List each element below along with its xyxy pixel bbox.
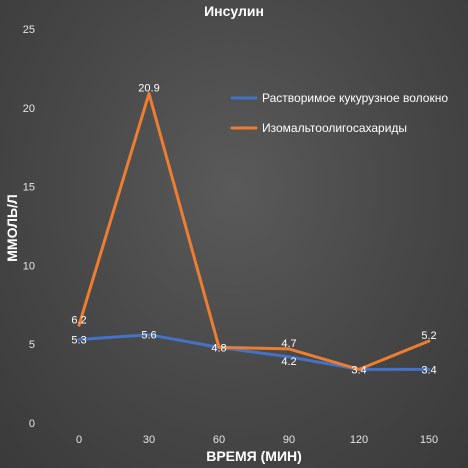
- data-label: 6.2: [71, 314, 86, 326]
- data-labels: 5.3 5.6 4.8 4.2 3.4 3.4 6.2 20.9 4.7 5.2: [71, 83, 436, 377]
- y-axis-title: ММОЛЬ/Л: [4, 194, 20, 261]
- legend: Растворимое кукурузное волокно Изомальтоо…: [230, 91, 448, 135]
- y-tick-label: 25: [23, 24, 35, 36]
- x-tick-label: 120: [350, 434, 368, 446]
- series-lines: [77, 92, 431, 371]
- x-tick-label: 30: [143, 434, 155, 446]
- y-tick-label: 10: [23, 260, 35, 272]
- x-tick-label: 90: [283, 434, 295, 446]
- y-axis-ticks: 0 5 10 15 20 25: [23, 24, 35, 430]
- y-tick-label: 20: [23, 103, 35, 115]
- x-tick-label: 60: [213, 434, 225, 446]
- y-tick-label: 15: [23, 182, 35, 194]
- y-tick-label: 0: [29, 418, 35, 430]
- x-tick-label: 150: [420, 434, 438, 446]
- data-label: 5.2: [421, 330, 436, 342]
- series-line-1: [77, 333, 431, 371]
- series-line-2: [77, 92, 431, 371]
- data-label: 3.4: [421, 364, 436, 376]
- data-label: 5.6: [141, 330, 156, 342]
- legend-label: Растворимое кукурузное волокно: [262, 91, 448, 105]
- data-label: 4.2: [281, 356, 296, 368]
- legend-label: Изомальтоолигосахариды: [262, 121, 407, 135]
- chart-title: Инсулин: [204, 3, 264, 19]
- y-tick-label: 5: [29, 339, 35, 351]
- x-axis-ticks: 0 30 60 90 120 150: [76, 434, 438, 446]
- data-label: 20.9: [138, 83, 159, 95]
- x-axis-title: ВРЕМЯ (МИН): [206, 448, 302, 464]
- data-label: 4.7: [281, 338, 296, 350]
- x-tick-label: 0: [76, 434, 82, 446]
- data-label: 4.8: [211, 342, 226, 354]
- data-label: 5.3: [71, 334, 86, 346]
- data-label: 3.4: [351, 364, 366, 376]
